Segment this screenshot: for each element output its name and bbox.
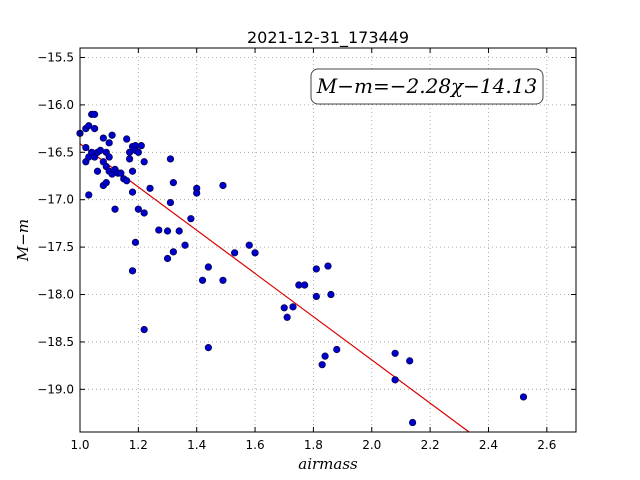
- data-point: [219, 276, 227, 284]
- data-point: [312, 292, 320, 301]
- data-point: [327, 290, 335, 299]
- y-tick-label: −15.5: [37, 50, 74, 64]
- data-point: [204, 263, 212, 271]
- x-tick-label: 2.4: [479, 438, 498, 452]
- x-tick-label: 1.6: [246, 438, 265, 452]
- plot-frame: [79, 47, 577, 433]
- data-point: [166, 155, 175, 163]
- data-point: [163, 254, 172, 263]
- data-point: [85, 191, 93, 199]
- y-tick-label: −19.0: [37, 382, 74, 396]
- x-tick-labels: 1.0 1.2 1.4 1.6 1.8 2.0 2.2 2.4 2.6: [70, 438, 556, 452]
- data-point: [123, 135, 131, 143]
- data-point: [123, 177, 131, 185]
- x-tick-label: 2.0: [362, 438, 381, 452]
- data-point: [155, 226, 163, 234]
- data-point: [82, 143, 90, 152]
- y-tick-labels: −15.5 −16.0 −16.5 −17.0 −17.5 −18.0 −18.5 −19.0: [37, 50, 74, 396]
- chart-title: 2021-12-31_173449: [247, 28, 409, 48]
- data-point: [324, 262, 332, 270]
- data-point: [204, 344, 212, 352]
- data-point: [519, 393, 528, 401]
- data-point: [146, 184, 154, 192]
- data-point: [289, 303, 297, 311]
- data-point: [312, 265, 320, 273]
- data-point: [163, 227, 172, 235]
- y-tick-label: −16.0: [37, 98, 74, 112]
- data-point: [137, 142, 145, 150]
- fit-equation: M−m=−2.28χ−14.13: [316, 74, 537, 98]
- data-point: [409, 418, 417, 427]
- x-tick-label: 1.0: [70, 438, 89, 452]
- x-tick-label: 1.2: [129, 438, 148, 452]
- fit-equation-frame: [310, 68, 544, 105]
- y-tick-label: −17.0: [37, 193, 74, 207]
- data-point: [333, 345, 341, 354]
- data-point: [251, 249, 259, 257]
- data-point: [391, 376, 399, 384]
- data-point: [128, 267, 137, 275]
- data-point: [391, 349, 399, 357]
- data-point: [181, 241, 189, 249]
- data-point: [134, 205, 142, 213]
- data-point: [85, 122, 93, 130]
- y-tick-label: −16.5: [37, 145, 74, 159]
- data-point: [231, 249, 239, 257]
- data-point: [280, 304, 288, 312]
- fit-line-layer: [79, 143, 470, 433]
- data-point: [318, 361, 326, 369]
- data-point: [406, 357, 414, 365]
- data-point: [128, 167, 137, 175]
- data-point: [175, 227, 183, 235]
- x-tick-label: 1.4: [187, 438, 206, 452]
- axis-ticks: [79, 48, 576, 432]
- data-point: [193, 189, 201, 197]
- data-point: [102, 179, 110, 187]
- fit-line: [79, 143, 470, 433]
- y-tick-label: −17.5: [37, 240, 74, 254]
- data-point: [99, 134, 107, 142]
- data-point: [140, 326, 148, 334]
- data-point: [283, 313, 291, 321]
- data-point: [131, 238, 140, 246]
- fit-equation-box: M−m=−2.28χ−14.13: [310, 68, 544, 105]
- data-point: [90, 110, 99, 118]
- data-point: [117, 169, 125, 177]
- data-point: [245, 241, 253, 249]
- data-point: [169, 179, 177, 187]
- data-point: [105, 139, 113, 147]
- data-point: [105, 153, 113, 161]
- y-tick-label: −18.5: [37, 335, 74, 349]
- y-axis-label: M−m: [14, 219, 32, 262]
- data-point: [198, 276, 207, 284]
- data-point: [90, 124, 99, 133]
- data-point: [111, 205, 119, 213]
- data-point: [140, 158, 148, 166]
- x-tick-label: 2.6: [537, 438, 556, 452]
- data-point: [128, 188, 137, 196]
- x-tick-label: 2.2: [421, 438, 440, 452]
- data-point: [108, 131, 116, 139]
- data-point: [93, 167, 102, 175]
- data-point: [219, 181, 227, 190]
- x-tick-label: 1.8: [304, 438, 323, 452]
- data-point: [166, 198, 175, 207]
- data-point: [134, 148, 142, 156]
- data-point: [169, 248, 177, 256]
- data-point: [187, 215, 195, 223]
- x-axis-label: airmass: [298, 455, 358, 473]
- data-points: [76, 110, 528, 427]
- data-point: [321, 352, 329, 360]
- data-point: [126, 155, 134, 163]
- data-point: [301, 281, 309, 289]
- y-tick-label: −18.0: [37, 288, 74, 302]
- data-point: [140, 209, 148, 217]
